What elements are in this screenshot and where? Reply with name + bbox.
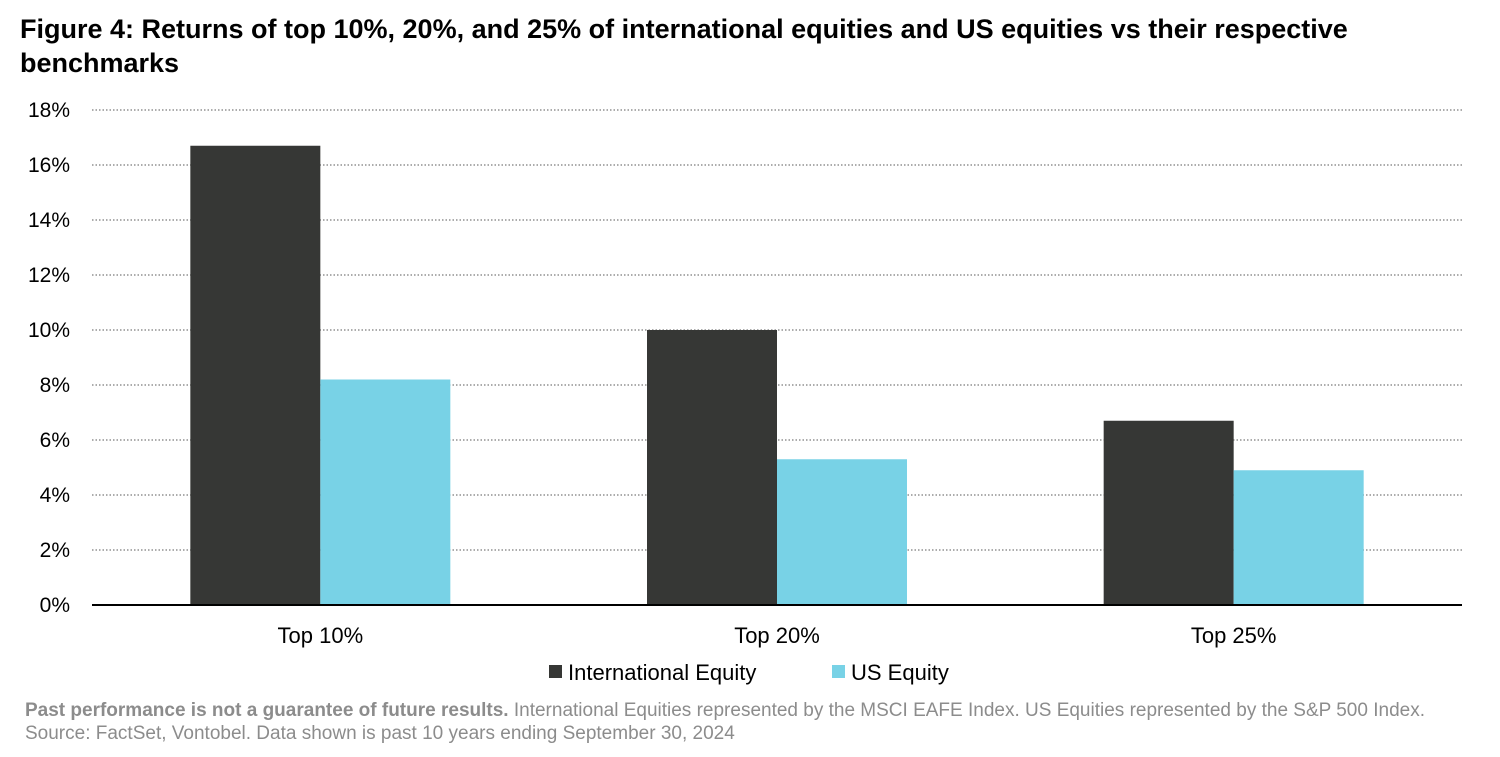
footnote-disclaimer: Past performance is not a guarantee of f… [25,700,509,721]
y-tick-label: 14% [28,209,70,232]
y-tick-label: 8% [40,374,70,397]
x-axis: Top 10% Top 20% Top 25% [92,604,1462,648]
y-tick-label: 18% [28,99,70,122]
y-tick-label: 6% [40,429,70,452]
legend-swatch [832,665,845,678]
x-tick-label: Top 20% [734,623,820,648]
y-tick-label: 16% [28,154,70,177]
bar-us-equity [320,379,451,605]
legend-label: International Equity [568,660,756,685]
bars [190,145,1364,605]
y-tick-label: 10% [28,319,70,342]
bar-international-equity [1103,420,1234,605]
y-axis: 0% 2% 4% 6% 8% 10% 12% 14% 16% 18% [28,99,70,617]
bar-international-equity [190,145,321,605]
chart-title: Figure 4: Returns of top 10%, 20%, and 2… [20,14,1348,78]
y-tick-label: 0% [40,594,70,617]
bar-international-equity [647,330,777,605]
footnote: Past performance is not a guarantee of f… [25,699,1465,745]
bar-us-equity [1233,470,1364,605]
legend-swatch [549,665,562,678]
x-tick-label: Top 10% [278,623,364,648]
y-tick-label: 4% [40,484,70,507]
x-tick-label: Top 25% [1191,623,1277,648]
bar-us-equity [777,459,907,605]
legend-label: US Equity [851,660,949,685]
footnote-source: International Equities represented by th… [25,700,1425,744]
y-tick-label: 12% [28,264,70,287]
y-tick-label: 2% [40,539,70,562]
bar-chart: 0% 2% 4% 6% 8% 10% 12% 14% 16% 18% Top 10% Top 20%… [28,99,1462,685]
legend: International Equity US Equity [549,660,949,685]
